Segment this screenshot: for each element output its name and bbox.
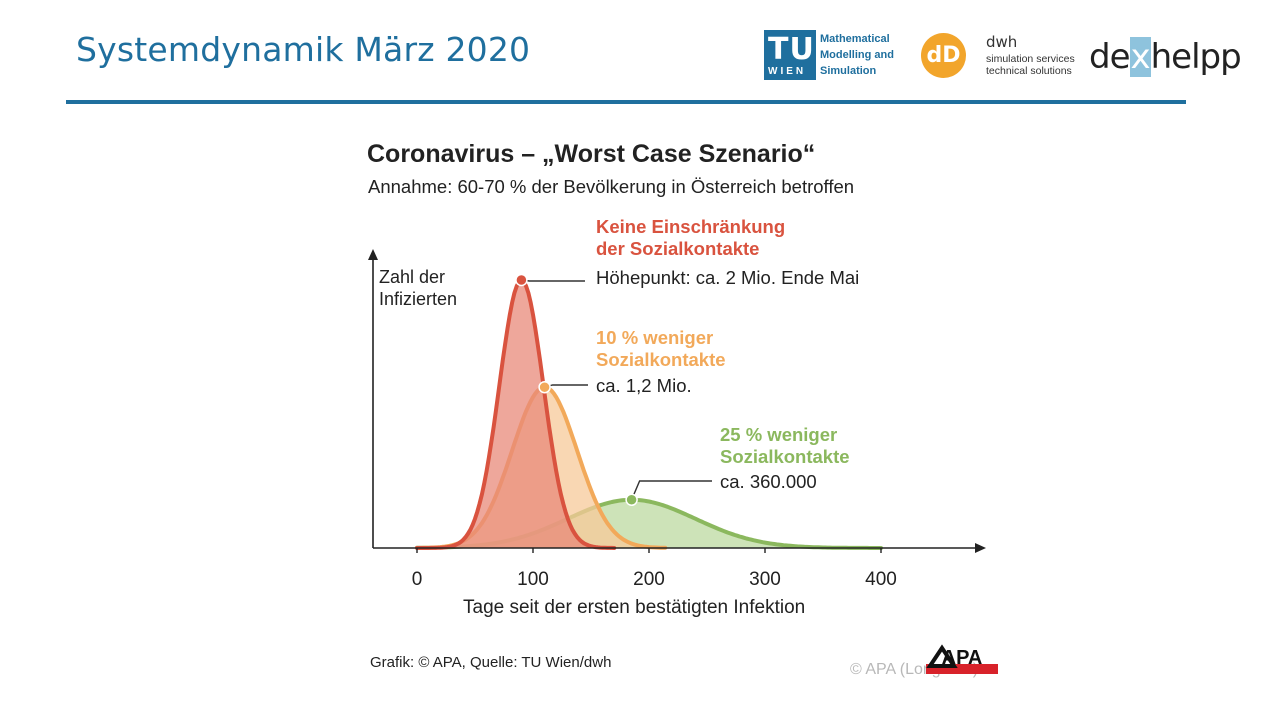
tu-logo-text: Mathematical Modelling and Simulation [820,33,894,77]
tu-wien-logo: TU WIEN Mathematical Modelling and Simul… [764,30,894,82]
chart-credit: Grafik: © APA, Quelle: TU Wien/dwh [370,654,612,671]
annotation-peak-25pct: ca. 360.000 [720,471,817,492]
chart-axes [368,249,986,553]
dexhelpp-logo-pre: de [1089,37,1130,77]
slide-title: Systemdynamik März 2020 [76,30,531,69]
series-label-10pct: 10 % weniger Sozialkontakte [596,327,726,370]
series-areas [415,278,883,550]
x-axis-arrow [975,543,986,553]
annotation-peak-10pct: ca. 1,2 Mio. [596,375,692,396]
dexhelpp-logo: dexhelpp [1089,37,1242,77]
annotation-peak-no-restriction: Höhepunkt: ca. 2 Mio. Ende Mai [596,267,860,288]
dwh-logo-name: dwh [986,33,1018,51]
peak-marker [515,273,528,287]
y-axis-label: Zahl der Infizierten [379,267,458,309]
apa-logo: APA [926,644,998,674]
annotation-leaders [515,273,712,507]
x-tick-label: 100 [517,569,549,590]
dwh-logo-subtitle: simulation services technical solutions [986,53,1075,77]
chart-subtitle: Annahme: 60-70 % der Bevölkerung in Öste… [368,176,855,197]
x-tick-label: 400 [865,569,897,590]
dexhelpp-logo-x: x [1129,37,1151,77]
x-tick-label: 300 [749,569,781,590]
x-axis-label: Tage seit der ersten bestätigten Infekti… [463,597,806,618]
title-divider [66,100,1186,104]
tu-logo-wien: WIEN [768,66,807,77]
series-area-fill [417,280,615,548]
tu-logo-letters: TU [768,32,815,67]
series-label-25pct: 25 % weniger Sozialkontakte [720,424,850,467]
x-tick-label: 0 [411,569,423,590]
peak-marker [625,493,638,507]
dwh-logo-mark: dD [921,33,966,78]
annotation-leader-line [521,279,585,282]
series-label-no-restriction: Keine Einschränkung der Sozialkontakte [596,216,786,259]
dwh-logo: dwh simulation services technical soluti… [986,33,1075,77]
series-line [415,278,617,550]
dexhelpp-logo-post: helpp [1150,37,1242,77]
peak-marker [538,380,551,394]
chart-title: Coronavirus – „Worst Case Szenario“ [367,140,816,168]
annotation-leader-line [544,384,588,388]
annotation-leader-line [630,480,712,501]
y-axis-arrow [368,249,378,260]
apa-logo-text: APA [942,647,983,669]
tu-logo-mark: TU WIEN [764,30,816,80]
x-tick-label: 200 [633,569,665,590]
